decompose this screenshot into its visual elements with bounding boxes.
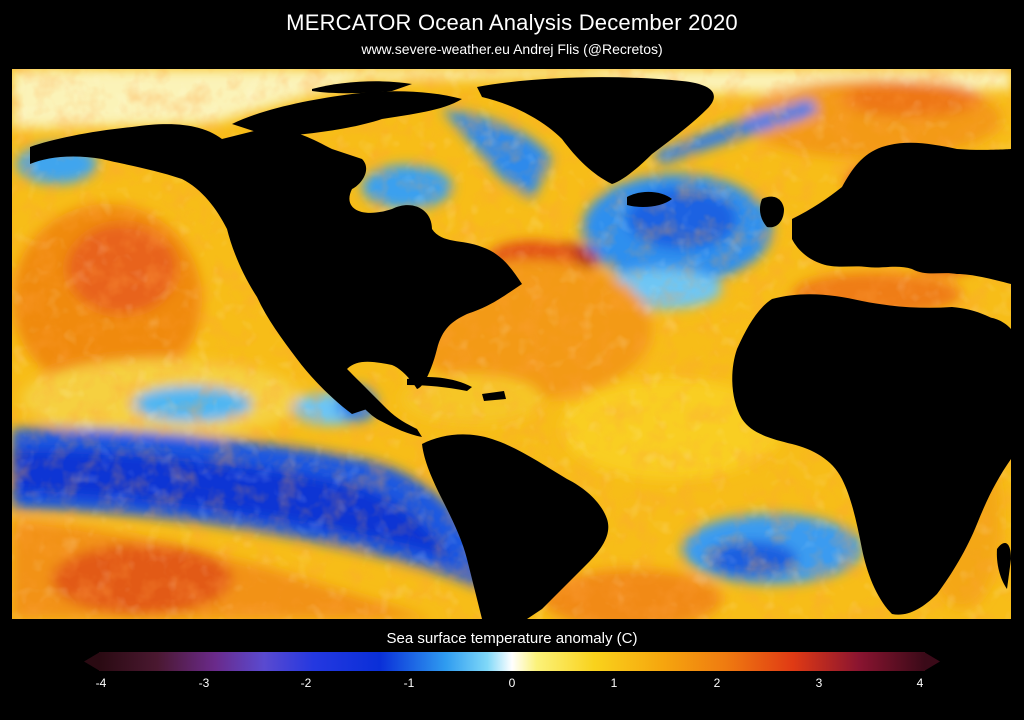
colorbar-right-arrow (924, 652, 940, 671)
land-masses (30, 77, 1011, 619)
africa-land (732, 294, 1011, 615)
greenland-land (477, 77, 714, 184)
map-credit: www.severe-weather.eu Andrej Flis (@Recr… (361, 41, 663, 57)
south-america-land (422, 434, 609, 619)
colorbar-tick-label: 1 (610, 676, 618, 690)
europe-land (792, 142, 1011, 284)
colorbar-title: Sea surface temperature anomaly (C) (386, 630, 638, 647)
north-america-land (30, 124, 522, 414)
colorbar-tick-label: 2 (713, 676, 721, 690)
colorbar-left-arrow (84, 652, 100, 671)
colorbar (84, 652, 940, 671)
colorbar-tick-label: 4 (916, 676, 924, 690)
colorbar-gradient (99, 652, 925, 671)
colorbar-tick-label: -4 (95, 676, 107, 690)
map-title: MERCATOR Ocean Analysis December 2020 (286, 10, 738, 35)
colorbar-tick-label: -3 (198, 676, 210, 690)
sst-anomaly-map (12, 69, 1011, 619)
colorbar-tick-label: 0 (508, 676, 516, 690)
colorbar-tick-label: -2 (300, 676, 312, 690)
colorbar-tick-label: -1 (403, 676, 415, 690)
colorbar-tick-label: 3 (815, 676, 823, 690)
